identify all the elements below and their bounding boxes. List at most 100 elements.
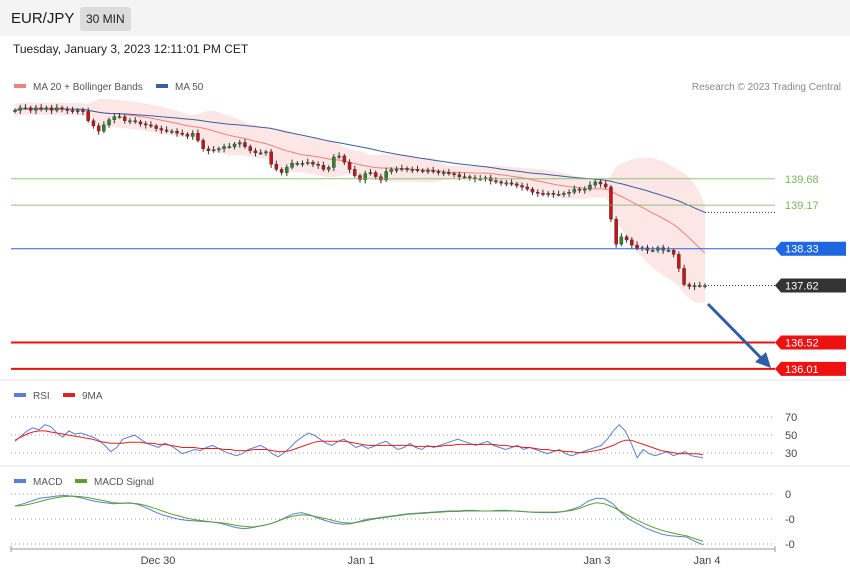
- x-tick-label: Jan 4: [694, 555, 721, 567]
- candle: [248, 146, 252, 151]
- candle: [358, 175, 362, 180]
- current-price-tag: [775, 278, 846, 293]
- candle: [175, 130, 179, 134]
- current-price-label: 137.62: [785, 280, 819, 292]
- candle: [431, 170, 435, 172]
- candle: [515, 183, 519, 186]
- timeframe-button[interactable]: 30 MIN: [80, 7, 131, 31]
- candle: [311, 161, 315, 165]
- rsi-series-1: [14, 430, 704, 456]
- candle: [468, 176, 472, 179]
- candle: [530, 188, 535, 193]
- candle: [159, 128, 164, 131]
- candle: [285, 167, 289, 173]
- x-tick-label: Dec 30: [141, 555, 176, 567]
- candle: [583, 188, 587, 191]
- candle: [347, 161, 352, 170]
- candle: [28, 107, 33, 111]
- rsi-series-0: [14, 423, 704, 459]
- candle: [258, 152, 263, 155]
- rsi-ma-legend-label: 9MA: [82, 391, 103, 402]
- macd-legend-swatch: [14, 479, 26, 483]
- candle: [96, 125, 101, 132]
- candle: [630, 239, 634, 246]
- ma50-legend-swatch: [156, 84, 168, 88]
- candle: [217, 148, 221, 151]
- forecast-arrow: [706, 302, 765, 362]
- candle: [253, 150, 258, 154]
- candle: [274, 163, 279, 170]
- candle: [603, 183, 608, 188]
- candle: [572, 188, 577, 193]
- candle: [86, 111, 90, 121]
- candle: [389, 169, 394, 172]
- candle: [687, 284, 692, 287]
- resistance-label: 139.17: [785, 200, 819, 212]
- x-tick-label: Jan 3: [584, 555, 611, 567]
- macd-signal-legend-swatch: [75, 479, 87, 483]
- candle: [624, 236, 629, 241]
- candle: [243, 142, 247, 147]
- candle: [452, 173, 456, 176]
- candle: [536, 191, 540, 194]
- candle: [18, 107, 23, 111]
- candle: [400, 168, 404, 170]
- candle: [102, 124, 106, 132]
- candle: [133, 120, 137, 123]
- candle: [494, 180, 498, 183]
- candle: [541, 193, 545, 195]
- candle: [577, 188, 582, 191]
- support-label: 136.52: [785, 337, 819, 349]
- candle: [306, 161, 310, 164]
- candle: [384, 171, 388, 181]
- datetime-label: Tuesday, January 3, 2023 12:11:01 PM CET: [13, 42, 249, 56]
- candle: [671, 249, 676, 255]
- candle: [677, 254, 681, 269]
- x-tick-label: Jan 1: [348, 555, 375, 567]
- candle: [112, 116, 117, 120]
- macd-signal-legend-label: MACD Signal: [94, 477, 154, 488]
- candle: [201, 140, 205, 149]
- candle: [337, 155, 341, 158]
- bollinger-band: [15, 98, 705, 304]
- candle: [222, 146, 226, 149]
- candle: [206, 148, 211, 151]
- candle: [609, 186, 613, 220]
- candle: [91, 120, 96, 127]
- candle: [13, 110, 17, 112]
- candle: [295, 162, 300, 165]
- candle: [75, 110, 80, 112]
- candle: [170, 130, 174, 133]
- candle: [353, 169, 357, 176]
- candle: [154, 125, 158, 129]
- candle: [190, 132, 195, 137]
- main-panel: [13, 98, 707, 304]
- candle: [164, 129, 169, 132]
- candle: [651, 249, 655, 252]
- support-label: 136.01: [785, 364, 819, 376]
- candle: [321, 165, 326, 170]
- candle: [49, 107, 54, 111]
- candle: [619, 236, 624, 245]
- support-tag: [775, 361, 846, 376]
- candle: [556, 194, 561, 196]
- resistance-label: 139.68: [785, 174, 819, 186]
- candle: [149, 124, 153, 127]
- candle: [70, 110, 75, 112]
- candle: [551, 193, 556, 195]
- candle: [504, 182, 509, 185]
- candle: [666, 249, 671, 252]
- candle: [525, 186, 530, 190]
- rsi-tick-label: 50: [785, 430, 797, 442]
- candle: [703, 285, 707, 287]
- rsi-tick-label: 70: [785, 412, 797, 424]
- candle: [81, 110, 85, 112]
- candle: [363, 173, 368, 181]
- candle: [300, 162, 305, 165]
- candle: [39, 107, 43, 110]
- candle: [237, 142, 242, 145]
- candle: [373, 172, 378, 177]
- candle: [55, 107, 59, 111]
- macd-legend-label: MACD: [33, 477, 62, 488]
